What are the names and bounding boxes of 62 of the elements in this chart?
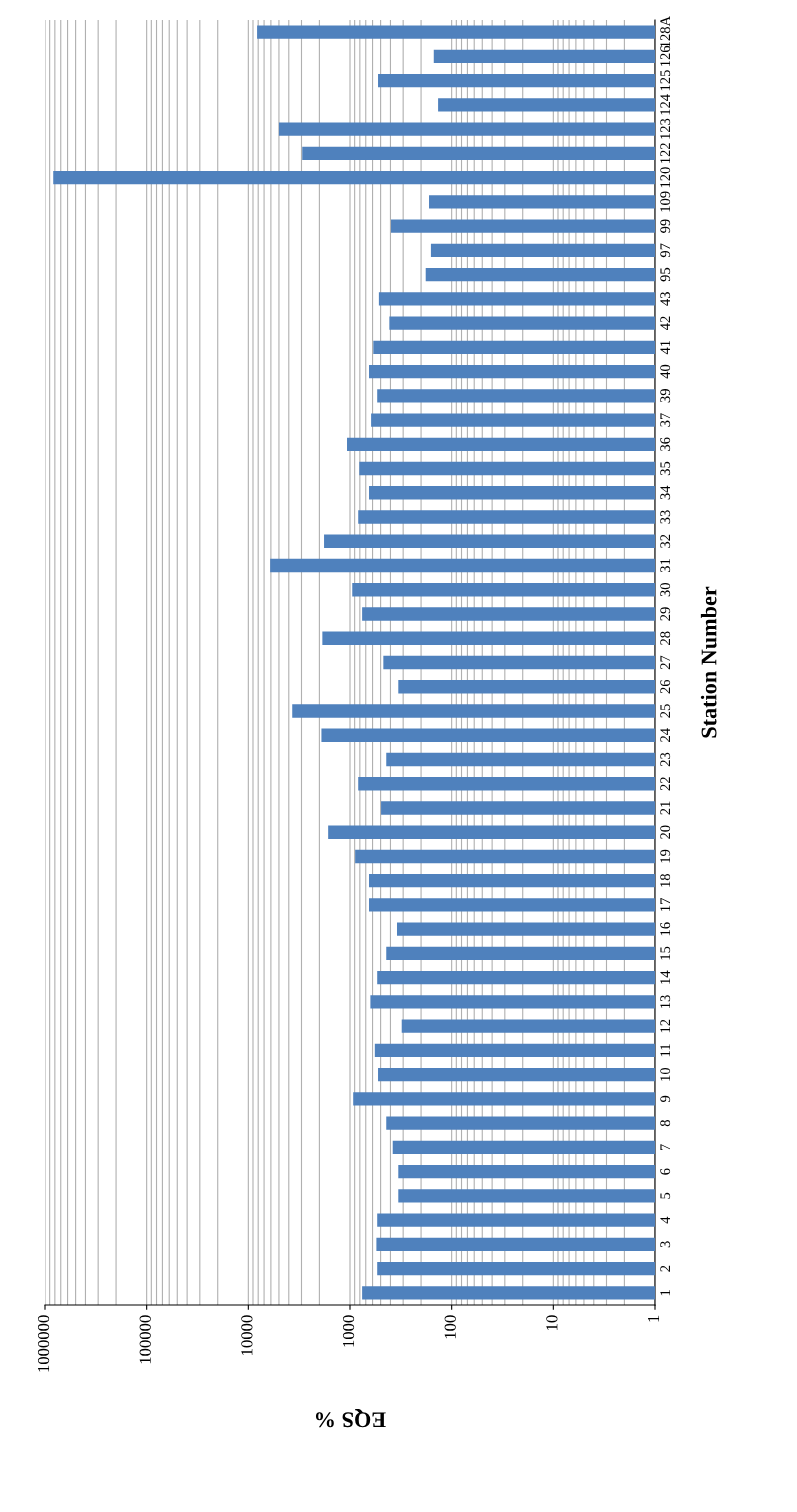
y-tick-label: 24 [660, 728, 670, 742]
y-tick-label: 41 [660, 340, 670, 355]
x-tick-label: 1 [648, 1315, 660, 1322]
x-tick-label: 10 [546, 1315, 558, 1330]
y-tick-label: 30 [660, 583, 671, 597]
y-tick-label: 9 [660, 1095, 671, 1103]
y-tick-label: 125 [660, 70, 671, 91]
y-tick-label: 10 [660, 1067, 671, 1081]
y-tick-label: 32 [660, 534, 671, 548]
y-tick-label: 20 [660, 825, 671, 839]
y-tick-label: 2 [660, 1265, 670, 1272]
y-tick-label: 16 [660, 922, 671, 936]
y-tick-label: 123 [660, 118, 671, 139]
y-tick-label: 14 [660, 970, 670, 984]
y-tick-label: 7 [660, 1144, 670, 1151]
y-tick-label: 5 [660, 1192, 671, 1199]
y-tick-label: 19 [660, 849, 671, 863]
y-tick-label: 43 [660, 292, 671, 306]
y-tick-label: 109 [660, 191, 671, 212]
y-tick-label: 22 [660, 777, 670, 791]
y-tick-label: 4 [660, 1216, 670, 1224]
y-tick-label: 95 [660, 267, 671, 282]
y-tick-label: 6 [660, 1168, 671, 1175]
y-tick-label: 99 [660, 219, 671, 233]
y-tick-label: 122 [660, 143, 670, 163]
y-tick-label: 17 [660, 898, 670, 911]
y-tick-label: 33 [660, 510, 671, 524]
x-tick-label: 10000 [241, 1315, 253, 1355]
x-axis-title: EQS % [315, 1408, 386, 1428]
y-tick-label: 126 [660, 45, 671, 67]
y-tick-label: 29 [660, 607, 671, 621]
y-tick-label: 40 [660, 364, 671, 379]
y-tick-label: 1 [660, 1290, 670, 1296]
y-tick-label: 12 [660, 1019, 670, 1033]
y-tick-label: 23 [660, 752, 671, 767]
y-tick-label: 15 [660, 946, 671, 960]
y-tick-label: 28 [660, 631, 671, 645]
y-tick-label: 35 [660, 461, 671, 476]
y-tick-label: 8 [660, 1120, 671, 1127]
y-tick-label: 36 [660, 437, 671, 451]
y-tick-label: 124 [660, 94, 670, 115]
y-tick-label: 42 [660, 316, 670, 331]
y-tick-label: 13 [660, 995, 671, 1008]
y-tick-label: 25 [660, 704, 671, 718]
y-tick-label: 37 [660, 413, 671, 427]
y-tick-label: 3 [660, 1241, 671, 1248]
y-tick-label: 120 [660, 167, 671, 188]
y-tick-label: 18 [660, 873, 671, 887]
y-tick-label: 26 [660, 679, 671, 694]
y-tick-label: 128A [660, 16, 671, 48]
y-tick-label: 27 [660, 655, 670, 670]
y-tick-label: 97 [660, 243, 671, 258]
x-tick-label: 1000 [342, 1315, 355, 1347]
y-tick-label: 21 [660, 801, 670, 815]
y-tick-label: 31 [660, 559, 671, 573]
y-tick-label: 11 [660, 1044, 670, 1057]
x-tick-label: 100000 [139, 1315, 151, 1364]
y-tick-label: 34 [660, 485, 671, 500]
x-tick-label: 100 [444, 1315, 456, 1339]
x-tick-label: 1000000 [37, 1315, 50, 1372]
y-tick-label: 39 [660, 389, 671, 403]
y-axis-title: Station Number [700, 586, 717, 738]
